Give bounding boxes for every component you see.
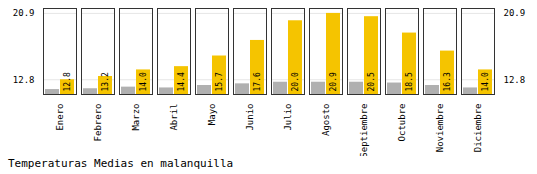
svg-text:16.3: 16.3 — [443, 72, 452, 91]
svg-text:18.5: 18.5 — [405, 72, 414, 91]
svg-text:17.6: 17.6 — [253, 72, 262, 91]
svg-text:20.0: 20.0 — [291, 72, 300, 91]
svg-text:Julio: Julio — [283, 104, 293, 131]
svg-text:Junio: Junio — [245, 104, 255, 131]
svg-text:14.0: 14.0 — [139, 72, 148, 91]
svg-text:12.8: 12.8 — [504, 75, 526, 85]
svg-text:14.0: 14.0 — [481, 72, 490, 91]
svg-text:Abril: Abril — [169, 104, 179, 131]
svg-text:12.8: 12.8 — [63, 72, 72, 91]
html-text:Temperaturas Medias en malanqu: Temperaturas Medias en malanquilla — [8, 157, 234, 170]
svg-text:Noviembre: Noviembre — [435, 104, 445, 153]
svg-text:20.9: 20.9 — [504, 8, 526, 18]
svg-text:Septiembre: Septiembre — [359, 104, 369, 157]
svg-text:Febrero: Febrero — [93, 104, 103, 142]
svg-text:Diciembre: Diciembre — [473, 104, 483, 153]
svg-text:13.2: 13.2 — [101, 72, 110, 91]
svg-text:20.5: 20.5 — [367, 72, 376, 91]
svg-text:Agosto: Agosto — [321, 104, 331, 137]
svg-text:Octubre: Octubre — [397, 104, 407, 142]
svg-text:20.9: 20.9 — [13, 8, 35, 18]
svg-text:20.9: 20.9 — [329, 72, 338, 91]
svg-text:14.4: 14.4 — [177, 72, 186, 91]
svg-text:15.7: 15.7 — [215, 72, 224, 91]
svg-text:Marzo: Marzo — [131, 104, 141, 131]
svg-text:12.8: 12.8 — [13, 75, 35, 85]
svg-text:Enero: Enero — [55, 104, 65, 131]
svg-text:Mayo: Mayo — [207, 104, 217, 126]
